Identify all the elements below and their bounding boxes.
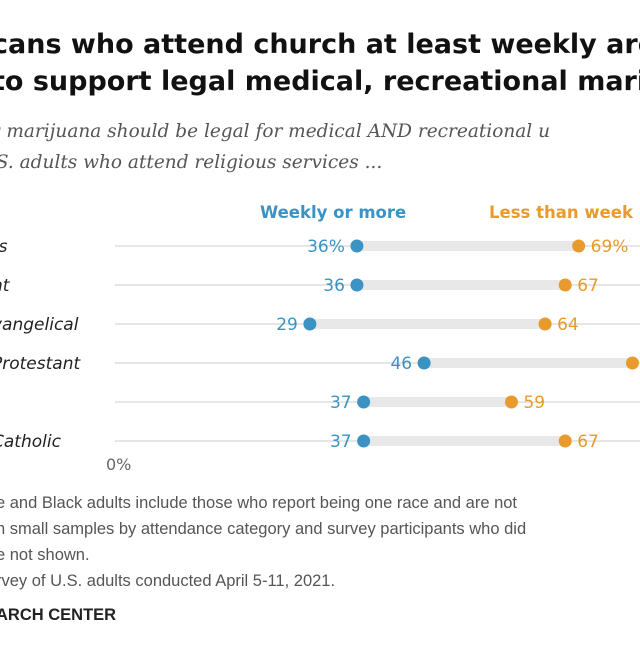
- chart-subtitle: y marijuana should be legal for medical …: [0, 116, 550, 178]
- legend-less: Less than week: [489, 203, 634, 222]
- weekly-dot: [303, 317, 317, 331]
- less-than-weekly-dot: [558, 434, 572, 448]
- chart-notes: e and Black adults include those who rep…: [0, 490, 526, 594]
- note-line-3: e not shown.: [0, 546, 90, 564]
- chart-row: 37 59: [115, 393, 640, 413]
- less-than-weekly-value-label: 67: [577, 432, 599, 452]
- less-than-weekly-value-label: 64: [557, 315, 579, 335]
- less-than-weekly-value-label: 67: [577, 276, 599, 296]
- weekly-value-label: 37: [330, 432, 352, 452]
- range-connector: [363, 436, 566, 446]
- less-than-weekly-value-label: 59: [523, 393, 545, 413]
- weekly-value-label: 29: [276, 315, 298, 335]
- chart-subtitle-line-2: .S. adults who attend religious services…: [0, 152, 383, 173]
- organization-credit: ARCH CENTER: [0, 606, 117, 624]
- chart-row: ts 36% 69%: [0, 237, 640, 257]
- less-than-weekly-dot: [558, 278, 572, 292]
- less-than-weekly-dot: [572, 239, 586, 253]
- chart-title-line-1: cans who attend church at least weekly a…: [0, 29, 640, 60]
- weekly-dot: [350, 239, 364, 253]
- row-label: ts: [0, 237, 8, 257]
- weekly-value-label: 37: [330, 393, 352, 413]
- note-line-1: e and Black adults include those who rep…: [0, 494, 518, 512]
- chart-title-line-2: to support legal medical, recreational m…: [0, 66, 640, 97]
- chart-subtitle-line-1: y marijuana should be legal for medical …: [0, 121, 551, 142]
- weekly-dot: [357, 434, 371, 448]
- less-than-weekly-value-label: 69%: [591, 237, 629, 257]
- chart-row: vangelical 29 64: [0, 315, 640, 335]
- weekly-dot: [350, 278, 364, 292]
- chart-row: Catholic 37 67: [0, 432, 640, 452]
- range-connector: [363, 397, 512, 407]
- chart-rows: ts 36% 69% nt 36 67 vangelical 29 64 Protestant 46…: [0, 237, 640, 452]
- dot-plot-chart: Weekly or more Less than week ts 36% 69% nt 3…: [0, 203, 640, 474]
- weekly-value-label: 36: [323, 276, 345, 296]
- chart-row: nt 36 67: [0, 276, 640, 296]
- row-label: Catholic: [0, 432, 62, 452]
- x-axis-zero-label: 0%: [106, 455, 131, 474]
- less-than-weekly-dot: [504, 395, 518, 409]
- less-than-weekly-dot: [625, 356, 639, 370]
- row-label: nt: [0, 276, 11, 296]
- legend-weekly: Weekly or more: [260, 203, 406, 222]
- source-note: rvey of U.S. adults conducted April 5-11…: [0, 572, 336, 590]
- less-than-weekly-dot: [538, 317, 552, 331]
- row-label: Protestant: [0, 354, 81, 374]
- note-line-2: h small samples by attendance category a…: [0, 520, 527, 538]
- weekly-value-label: 36%: [307, 237, 345, 257]
- chart-title: cans who attend church at least weekly a…: [0, 26, 640, 100]
- row-label: vangelical: [0, 315, 79, 335]
- weekly-value-label: 46: [390, 354, 412, 374]
- range-connector: [309, 319, 546, 329]
- range-connector: [356, 241, 579, 251]
- weekly-dot: [357, 395, 371, 409]
- legend: Weekly or more Less than week: [260, 203, 634, 222]
- chart-row: Protestant4677: [0, 354, 640, 374]
- range-connector: [424, 358, 633, 368]
- weekly-dot: [417, 356, 431, 370]
- range-connector: [356, 280, 566, 290]
